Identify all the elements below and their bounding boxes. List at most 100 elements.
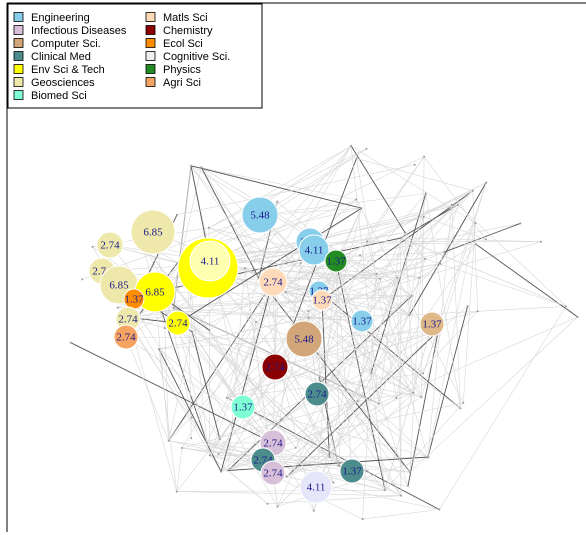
legend-swatch: [13, 77, 24, 87]
edge: [125, 336, 169, 441]
node: [299, 470, 333, 504]
legend-label: Engineering: [31, 12, 90, 24]
edge: [190, 165, 362, 209]
edge: [209, 455, 409, 487]
edge: [378, 258, 426, 404]
edge: [472, 190, 478, 312]
edge: [209, 455, 428, 458]
vertex: [355, 198, 358, 201]
edge: [457, 204, 578, 318]
edge: [191, 331, 221, 440]
edge: [315, 260, 337, 488]
node: [304, 381, 330, 407]
legend-swatch: [145, 38, 156, 48]
edge: [303, 330, 439, 340]
node: [311, 289, 333, 311]
node-label: 2.74: [100, 240, 120, 252]
node-label: 5.48: [294, 334, 314, 346]
vertex: [365, 147, 368, 150]
vertex: [318, 376, 321, 379]
edge: [277, 320, 363, 507]
edge: [357, 314, 410, 402]
edge: [207, 204, 458, 269]
edge: [168, 331, 193, 441]
edge: [396, 277, 420, 399]
vertex: [375, 272, 378, 275]
vertex: [284, 291, 287, 294]
edge: [277, 263, 441, 291]
edge: [168, 260, 337, 442]
vertex: [190, 437, 193, 440]
vertex: [206, 441, 208, 444]
edge: [258, 277, 411, 473]
edge: [425, 193, 461, 409]
edge: [286, 456, 330, 478]
node: [96, 231, 124, 259]
node: [261, 353, 289, 381]
edge: [190, 165, 357, 200]
node-label: 2.74: [168, 318, 188, 330]
edge: [127, 299, 323, 318]
edge: [190, 165, 380, 279]
vertex: [418, 276, 421, 279]
edge: [427, 306, 469, 458]
edge: [457, 190, 474, 205]
node-label: 4.11: [305, 245, 324, 257]
edge: [267, 495, 402, 504]
edge: [209, 199, 357, 262]
legend-label: Chemistry: [163, 25, 213, 37]
edge: [366, 241, 429, 458]
vertex: [396, 276, 399, 279]
node: [189, 240, 231, 282]
edge: [70, 342, 274, 444]
vertex: [356, 400, 359, 403]
node-label: 1.37: [422, 319, 442, 331]
vertex: [190, 416, 193, 419]
edge: [258, 277, 414, 393]
edge: [209, 330, 315, 511]
vertex: [355, 157, 358, 160]
node-label: 2.74: [265, 362, 285, 374]
edge: [366, 182, 487, 242]
vertex: [350, 144, 353, 147]
vertex: [412, 391, 415, 394]
node: [258, 267, 288, 297]
vertex: [443, 250, 446, 253]
vertex: [366, 470, 369, 473]
vertex: [200, 166, 203, 169]
legend-label: Cognitive Sci.: [163, 51, 230, 63]
edge: [313, 277, 398, 511]
edge: [356, 199, 464, 403]
vertex: [427, 456, 430, 458]
vertex: [69, 341, 72, 344]
edge: [367, 470, 386, 491]
edge: [423, 156, 487, 240]
vertex: [359, 254, 361, 257]
edge: [303, 338, 422, 398]
edge: [205, 204, 452, 265]
edge: [208, 145, 352, 229]
edge: [309, 241, 477, 245]
edge: [319, 377, 428, 458]
vertex: [475, 243, 477, 246]
node-label: 1.37: [124, 294, 144, 306]
edge: [362, 509, 440, 520]
edge: [255, 321, 422, 398]
vertex: [404, 231, 407, 234]
edge: [370, 372, 386, 491]
vertex: [410, 294, 413, 297]
edge: [227, 400, 358, 471]
vertex: [255, 320, 257, 323]
legend-swatch: [13, 90, 24, 100]
node-label: 2.74: [263, 438, 283, 450]
vertex: [459, 407, 462, 410]
edge: [262, 459, 411, 473]
node: [324, 249, 348, 273]
edge: [319, 241, 368, 378]
vertex: [307, 316, 310, 319]
vertex: [163, 327, 166, 330]
edge: [400, 216, 425, 239]
vertex: [312, 509, 315, 512]
vertex: [450, 203, 453, 206]
node: [113, 324, 139, 350]
